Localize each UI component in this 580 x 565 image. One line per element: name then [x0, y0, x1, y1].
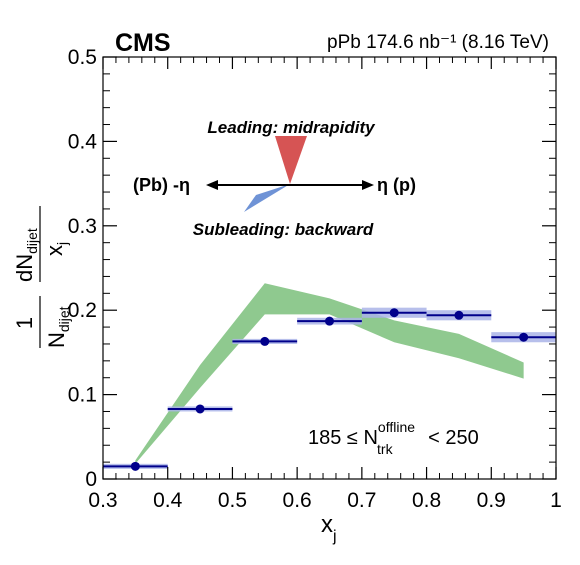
- subleading-jet-cone: [244, 184, 290, 212]
- x-tick-label-4: 0.7: [347, 489, 376, 512]
- multiplicity-sup: offline: [378, 419, 415, 435]
- data-points-layer: [103, 308, 556, 471]
- y-title-inner-num: dNdijet: [12, 228, 40, 282]
- x-axis-title: xj: [321, 511, 337, 545]
- x-tick-label-7: 1: [550, 489, 562, 512]
- y-title-inner-den: xj: [42, 242, 70, 256]
- y-title-outer-num: 1: [12, 317, 37, 329]
- y-title-inner-den-main: x: [42, 245, 67, 256]
- x-tick-label-2: 0.5: [218, 489, 247, 512]
- x-tick-label-3: 0.6: [283, 489, 312, 512]
- leading-label: Leading: midrapidity: [207, 118, 376, 137]
- data-point-4: [389, 308, 399, 318]
- x-tick-label-5: 0.8: [412, 489, 441, 512]
- y-title-outer-den-sub: dijet: [56, 306, 72, 332]
- y-tick-label-4: 0.4: [68, 130, 98, 153]
- x-tick-label-1: 0.4: [153, 489, 183, 512]
- mc-band: [135, 283, 524, 464]
- luminosity-label: pPb 174.6 nb⁻¹ (8.16 TeV): [327, 32, 549, 53]
- multiplicity-label: 185 ≤ Noffline trk < 250: [308, 419, 479, 457]
- y-title-inner-num-sub: dijet: [24, 228, 40, 254]
- mc-band-layer: [135, 283, 524, 464]
- eta-arrow-left-icon: [206, 180, 218, 190]
- x-tick-label-0: 0.3: [88, 489, 117, 512]
- data-point-6: [519, 332, 529, 342]
- data-point-3: [325, 316, 334, 326]
- y-title-outer-den: Ndijet: [44, 306, 72, 348]
- x-tick-label-6: 0.9: [477, 489, 506, 512]
- y-title-inner-num-main: dN: [12, 254, 37, 282]
- eta-right-label: η (p): [377, 175, 416, 195]
- y-tick-label-2: 0.2: [68, 299, 97, 322]
- x-axis-title-sub: j: [332, 528, 337, 545]
- y-title-inner-den-sub: j: [54, 242, 70, 246]
- multiplicity-post: < 250: [423, 427, 479, 449]
- y-tick-label-0: 0: [85, 468, 97, 491]
- data-point-5: [454, 310, 464, 320]
- y-title-outer-den-main: N: [44, 332, 69, 348]
- ticks-layer: 0.3 0.4 0.5 0.6 0.7 0.8 0.9 1 0 0.1 0.2 0.3 0.4 0.5: [68, 46, 562, 512]
- y-tick-label-5: 0.5: [68, 46, 97, 69]
- y-tick-label-1: 0.1: [68, 384, 97, 407]
- x-axis-title-main: x: [321, 511, 333, 538]
- y-tick-label-3: 0.3: [68, 215, 97, 238]
- data-point-1: [195, 404, 205, 414]
- plot-frame: [102, 56, 557, 480]
- eta-arrow-right-icon: [362, 180, 374, 190]
- multiplicity-main: 185 ≤ N: [308, 427, 378, 449]
- data-point-2: [260, 336, 270, 346]
- eta-left-label: (Pb) -η: [133, 175, 190, 195]
- leading-jet-cone: [275, 136, 307, 184]
- data-point-0: [130, 461, 140, 471]
- experiment-label: CMS: [115, 29, 171, 57]
- subleading-label: Subleading: backward: [193, 220, 374, 239]
- multiplicity-sub: trk: [377, 441, 394, 457]
- y-axis-title: 1 Ndijet dNdijet xj: [12, 206, 72, 348]
